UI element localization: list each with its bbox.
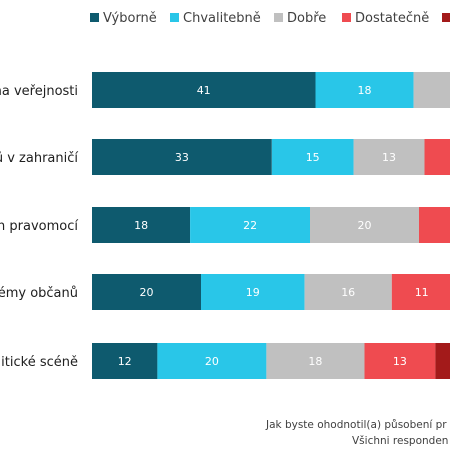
bar-segment-r3-s1 — [92, 207, 191, 243]
legend-label-3: Dobře — [287, 11, 326, 26]
bar-segment-r2-s4 — [424, 139, 450, 175]
bar-label-r3-s1: 18 — [134, 219, 148, 232]
bar-label-r3-s3: 20 — [358, 219, 372, 232]
bar-label-r2-s1: 33 — [175, 151, 189, 164]
bar-segment-r2-s1 — [92, 139, 272, 175]
footnotes: Jak byste ohodnotil(a) působení pr Všich… — [265, 419, 448, 447]
bar-segment-r4-s4 — [391, 274, 450, 310]
bar-segment-r5-s3 — [266, 343, 365, 379]
bar-segment-r5-s4 — [364, 343, 436, 379]
category-label-4: émy občanů — [0, 286, 78, 301]
category-label-5: olitické scéně — [0, 355, 78, 370]
footnote-base: Všichni responden — [352, 435, 448, 447]
bar-segment-r5-s5 — [435, 343, 450, 379]
legend-swatch-4 — [342, 13, 351, 22]
bar-segment-r4-s3 — [304, 274, 392, 310]
legend-label-1: Výborně — [103, 11, 157, 26]
bar-segment-r3-s2 — [190, 207, 310, 243]
legend-swatch-5 — [442, 13, 450, 22]
bar-segment-r2-s2 — [271, 139, 354, 175]
bar-segment-r5-s1 — [92, 343, 158, 379]
legend: Výborně Chvalitebně Dobře Dostatečně — [90, 11, 450, 26]
bar-label-r2-s3: 13 — [382, 151, 396, 164]
category-label-3: h pravomocí — [0, 219, 78, 234]
bar-label-r1-s1: 41 — [197, 84, 211, 97]
bar-label-r3-s2: 22 — [243, 219, 257, 232]
category-label-2: ů v zahraničí — [0, 151, 78, 166]
bar-label-r1-s2: 18 — [358, 84, 372, 97]
bar-segment-r3-s3 — [310, 207, 419, 243]
bar-segment-r4-s1 — [92, 274, 201, 310]
bar-label-r5-s3: 18 — [308, 355, 322, 368]
bar-label-r2-s2: 15 — [306, 151, 320, 164]
bar-label-r4-s2: 19 — [246, 286, 260, 299]
bars: 41 18 33 15 13 18 22 20 20 19 16 11 12 20 18 13 — [92, 72, 450, 379]
legend-swatch-3 — [274, 13, 283, 22]
bar-label-r5-s2: 20 — [205, 355, 219, 368]
bar-segment-r4-s2 — [201, 274, 305, 310]
footnote-question: Jak byste ohodnotil(a) působení pr — [265, 419, 447, 431]
bar-label-r4-s1: 20 — [140, 286, 154, 299]
legend-label-2: Chvalitebně — [183, 11, 261, 26]
bar-label-r4-s4: 11 — [415, 286, 429, 299]
legend-swatch-1 — [90, 13, 99, 22]
category-label-1: na veřejnosti — [0, 84, 78, 99]
bar-segment-r3-s4 — [419, 207, 450, 243]
bar-segment-r2-s3 — [353, 139, 425, 175]
bar-segment-r1-s2 — [315, 72, 414, 108]
bar-label-r4-s3: 16 — [341, 286, 355, 299]
legend-swatch-2 — [170, 13, 179, 22]
bar-segment-r5-s2 — [157, 343, 267, 379]
bar-segment-r1-s3 — [413, 72, 450, 108]
category-labels: na veřejnosti ů v zahraničí h pravomocí émy… — [0, 84, 78, 370]
bar-label-r5-s4: 13 — [393, 355, 407, 368]
legend-label-4: Dostatečně — [355, 11, 429, 26]
bar-label-r5-s1: 12 — [118, 355, 132, 368]
bar-segment-r1-s1 — [92, 72, 316, 108]
